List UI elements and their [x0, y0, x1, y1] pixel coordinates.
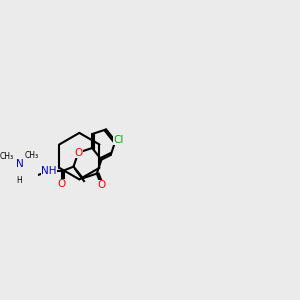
Text: O: O — [97, 180, 106, 190]
Text: H: H — [17, 176, 22, 184]
Text: Cl: Cl — [114, 135, 124, 145]
Text: N: N — [16, 159, 24, 169]
Text: CH₃: CH₃ — [0, 152, 14, 161]
Text: O: O — [74, 148, 82, 158]
Text: O: O — [58, 179, 66, 189]
Text: NH: NH — [41, 166, 57, 176]
Text: CH₃: CH₃ — [25, 151, 39, 160]
